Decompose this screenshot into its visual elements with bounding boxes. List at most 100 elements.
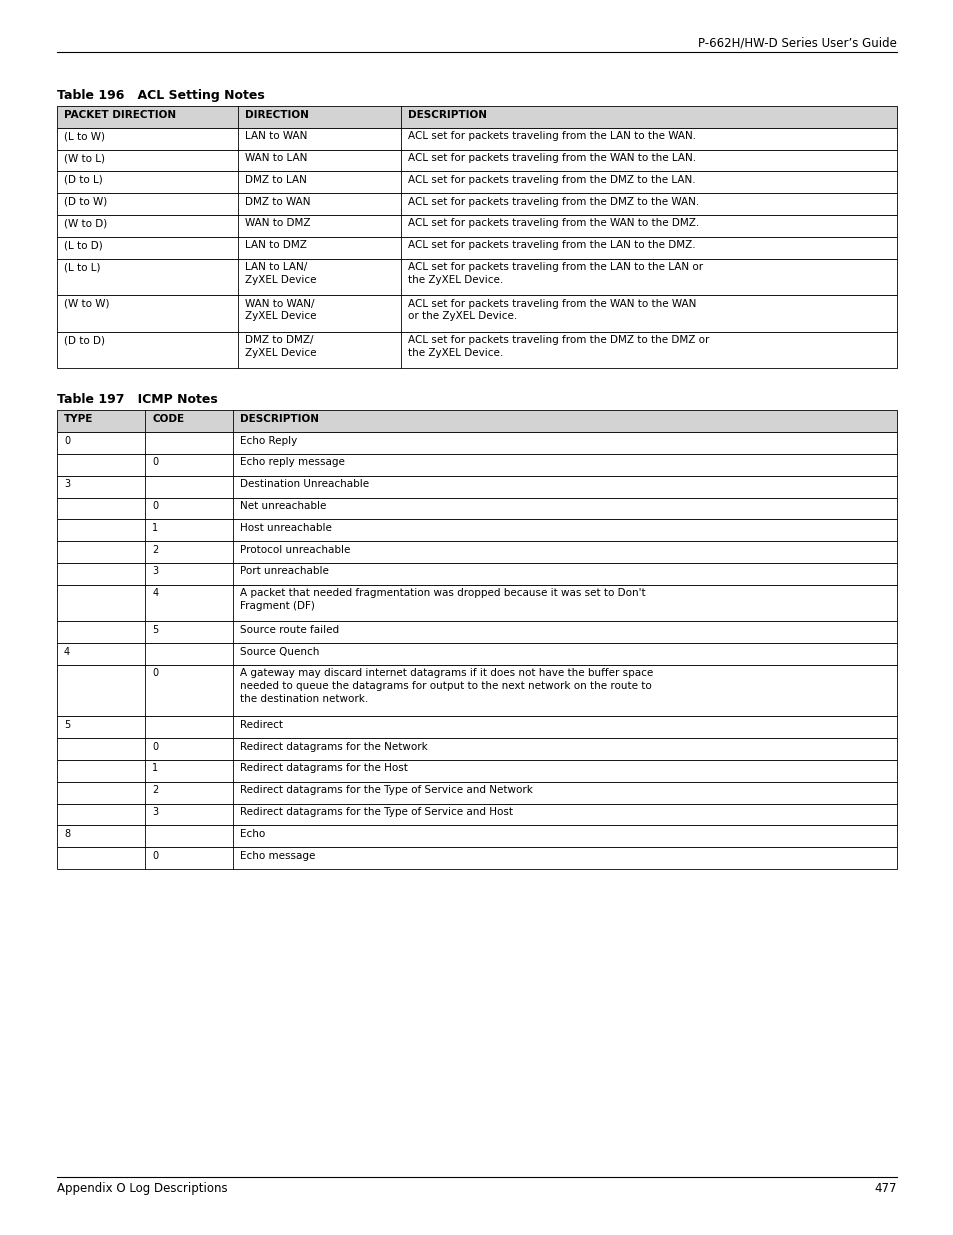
Text: 2: 2 (152, 785, 158, 795)
Text: 3: 3 (64, 479, 71, 489)
Text: (W to L): (W to L) (64, 153, 105, 163)
Bar (57, 432, 896, 454)
Text: (W to W): (W to W) (64, 299, 110, 309)
Bar (57, 215, 896, 237)
Text: 3: 3 (152, 808, 158, 818)
Text: PACKET DIRECTION: PACKET DIRECTION (64, 110, 176, 120)
Text: (W to D): (W to D) (64, 219, 107, 228)
Text: Source route failed: Source route failed (240, 625, 339, 635)
Bar (57, 520, 896, 541)
Text: Port unreachable: Port unreachable (240, 567, 329, 577)
Bar (57, 498, 896, 520)
Bar (57, 847, 896, 869)
Bar (57, 475, 896, 498)
Text: (D to L): (D to L) (64, 175, 103, 185)
Text: 0: 0 (152, 851, 158, 861)
Text: ACL set for packets traveling from the WAN to the WAN
or the ZyXEL Device.: ACL set for packets traveling from the W… (408, 299, 696, 321)
Text: Appendix O Log Descriptions: Appendix O Log Descriptions (57, 1182, 228, 1195)
Text: DESCRIPTION: DESCRIPTION (408, 110, 487, 120)
Text: 8: 8 (64, 829, 71, 839)
Bar (57, 643, 896, 664)
Text: 4: 4 (152, 588, 158, 598)
Bar (57, 760, 896, 782)
Text: LAN to WAN: LAN to WAN (244, 131, 307, 141)
Text: 477: 477 (874, 1182, 896, 1195)
Text: Redirect: Redirect (240, 720, 283, 730)
Text: Table 197   ICMP Notes: Table 197 ICMP Notes (57, 394, 217, 406)
Text: Redirect datagrams for the Type of Service and Network: Redirect datagrams for the Type of Servi… (240, 785, 533, 795)
Text: ACL set for packets traveling from the LAN to the DMZ.: ACL set for packets traveling from the L… (408, 241, 696, 251)
Text: A packet that needed fragmentation was dropped because it was set to Don't
Fragm: A packet that needed fragmentation was d… (240, 588, 645, 611)
Bar (57, 739, 896, 760)
Bar (57, 454, 896, 475)
Text: 1: 1 (152, 763, 158, 773)
Text: ACL set for packets traveling from the WAN to the LAN.: ACL set for packets traveling from the W… (408, 153, 696, 163)
Text: (D to D): (D to D) (64, 335, 105, 346)
Text: Source Quench: Source Quench (240, 647, 319, 657)
Text: 5: 5 (152, 625, 158, 635)
Bar (57, 410, 896, 432)
Bar (57, 149, 896, 172)
Text: LAN to DMZ: LAN to DMZ (244, 241, 306, 251)
Bar (57, 782, 896, 804)
Text: Echo message: Echo message (240, 851, 315, 861)
Text: DESCRIPTION: DESCRIPTION (240, 414, 319, 424)
Bar (57, 193, 896, 215)
Text: 2: 2 (152, 545, 158, 555)
Bar (57, 172, 896, 193)
Bar (57, 258, 896, 295)
Text: ACL set for packets traveling from the WAN to the DMZ.: ACL set for packets traveling from the W… (408, 219, 699, 228)
Bar (57, 664, 896, 716)
Text: ACL set for packets traveling from the LAN to the WAN.: ACL set for packets traveling from the L… (408, 131, 696, 141)
Text: TYPE: TYPE (64, 414, 93, 424)
Text: Redirect datagrams for the Host: Redirect datagrams for the Host (240, 763, 408, 773)
Text: (L to W): (L to W) (64, 131, 105, 141)
Bar (57, 106, 896, 127)
Text: P-662H/HW-D Series User’s Guide: P-662H/HW-D Series User’s Guide (698, 36, 896, 49)
Text: 0: 0 (152, 668, 158, 678)
Text: ACL set for packets traveling from the DMZ to the WAN.: ACL set for packets traveling from the D… (408, 196, 699, 206)
Text: A gateway may discard internet datagrams if it does not have the buffer space
ne: A gateway may discard internet datagrams… (240, 668, 653, 704)
Text: 0: 0 (152, 457, 158, 468)
Bar (57, 563, 896, 585)
Text: 0: 0 (64, 436, 71, 446)
Bar (57, 804, 896, 825)
Bar (57, 541, 896, 563)
Bar (57, 127, 896, 149)
Text: Table 196   ACL Setting Notes: Table 196 ACL Setting Notes (57, 89, 265, 103)
Text: 1: 1 (152, 522, 158, 532)
Text: 0: 0 (152, 742, 158, 752)
Text: Redirect datagrams for the Type of Service and Host: Redirect datagrams for the Type of Servi… (240, 808, 513, 818)
Text: 4: 4 (64, 647, 71, 657)
Text: DMZ to WAN: DMZ to WAN (244, 196, 310, 206)
Text: DMZ to DMZ/
ZyXEL Device: DMZ to DMZ/ ZyXEL Device (244, 335, 315, 358)
Text: 3: 3 (152, 567, 158, 577)
Text: Redirect datagrams for the Network: Redirect datagrams for the Network (240, 742, 428, 752)
Text: WAN to WAN/
ZyXEL Device: WAN to WAN/ ZyXEL Device (244, 299, 315, 321)
Text: Protocol unreachable: Protocol unreachable (240, 545, 351, 555)
Bar (57, 237, 896, 258)
Text: (D to W): (D to W) (64, 196, 107, 206)
Bar (57, 332, 896, 368)
Text: ACL set for packets traveling from the DMZ to the DMZ or
the ZyXEL Device.: ACL set for packets traveling from the D… (408, 335, 709, 358)
Bar (57, 295, 896, 332)
Text: CODE: CODE (152, 414, 184, 424)
Bar (57, 585, 896, 621)
Text: (L to L): (L to L) (64, 262, 100, 272)
Text: WAN to LAN: WAN to LAN (244, 153, 307, 163)
Text: WAN to DMZ: WAN to DMZ (244, 219, 310, 228)
Text: 5: 5 (64, 720, 71, 730)
Bar (57, 716, 896, 739)
Text: Echo Reply: Echo Reply (240, 436, 297, 446)
Text: Echo reply message: Echo reply message (240, 457, 345, 468)
Text: LAN to LAN/
ZyXEL Device: LAN to LAN/ ZyXEL Device (244, 262, 315, 285)
Text: DMZ to LAN: DMZ to LAN (244, 175, 306, 185)
Text: Host unreachable: Host unreachable (240, 522, 332, 532)
Text: 0: 0 (152, 501, 158, 511)
Text: Net unreachable: Net unreachable (240, 501, 327, 511)
Text: ACL set for packets traveling from the DMZ to the LAN.: ACL set for packets traveling from the D… (408, 175, 696, 185)
Text: Destination Unreachable: Destination Unreachable (240, 479, 369, 489)
Text: ACL set for packets traveling from the LAN to the LAN or
the ZyXEL Device.: ACL set for packets traveling from the L… (408, 262, 702, 285)
Text: (L to D): (L to D) (64, 241, 103, 251)
Bar (57, 621, 896, 643)
